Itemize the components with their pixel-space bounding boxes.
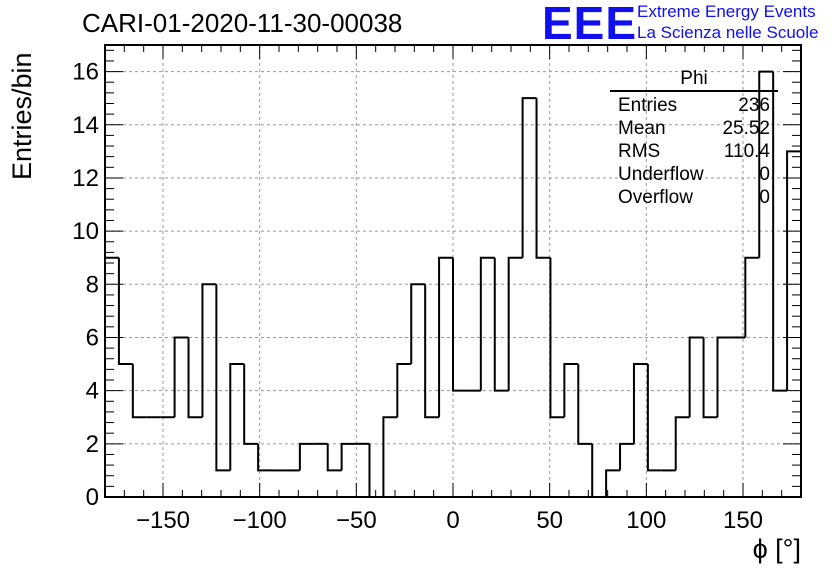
eee-logo: EEE — [542, 0, 638, 49]
stats-label: Overflow — [618, 187, 693, 208]
stats-label: Underflow — [618, 164, 704, 185]
stats-row-mean: Mean 25.52 — [610, 117, 778, 140]
histogram-bin — [452, 257, 467, 392]
histogram-bin — [688, 336, 704, 418]
y-tick-label: 2 — [86, 431, 99, 458]
stats-label: Entries — [618, 95, 678, 116]
x-tick-label: 150 — [723, 507, 763, 534]
histogram-bin — [493, 257, 509, 392]
histogram-bin — [396, 363, 412, 418]
y-tick-label: 10 — [72, 218, 99, 245]
x-tick-label: 100 — [626, 507, 666, 534]
stats-value: 25.52 — [722, 118, 770, 139]
stats-name: Phi — [610, 68, 778, 92]
stats-value: 0 — [759, 164, 770, 185]
histogram-bin — [340, 442, 356, 471]
tick-labels: −150 −100 −50 0 50 100 150 0 2 4 6 8 10 12 14 16 — [72, 59, 763, 534]
logo-caption-line1: Extreme Energy Events — [637, 2, 816, 21]
y-tick-label: 8 — [86, 271, 99, 298]
x-axis-label: ϕ [°] — [753, 534, 801, 564]
histogram-bin — [716, 336, 732, 418]
histogram-bin — [131, 364, 147, 419]
stats-row-rms: RMS 110.4 — [610, 140, 778, 163]
histogram-bin — [772, 71, 788, 392]
histogram-bin — [243, 364, 259, 445]
x-tick-label: −100 — [233, 507, 287, 534]
histogram-bin — [619, 442, 634, 471]
histogram-bin — [535, 98, 551, 259]
histogram-bin — [410, 283, 426, 365]
histogram-bin — [758, 70, 774, 258]
histogram-bin — [507, 256, 523, 391]
histogram-bin — [368, 443, 384, 498]
stats-row-underflow: Underflow 0 — [610, 163, 778, 186]
stats-label: RMS — [618, 141, 661, 162]
histogram-bin — [117, 257, 133, 366]
x-tick-label: 50 — [536, 507, 563, 534]
y-tick-label: 6 — [86, 324, 99, 351]
x-tick-label: −50 — [336, 507, 377, 534]
histogram-bin — [298, 442, 314, 471]
stats-box: Phi Entries 236 Mean 25.52 RMS 110.4 Und… — [610, 68, 778, 209]
histogram-bin — [187, 337, 203, 419]
x-tick-label: −150 — [136, 507, 190, 534]
histogram-bin — [577, 364, 593, 445]
y-tick-label: 16 — [72, 59, 99, 86]
histogram-bin — [646, 364, 662, 472]
stats-row-overflow: Overflow 0 — [610, 186, 778, 209]
histogram-bars — [104, 70, 802, 498]
histogram-bin — [702, 337, 718, 419]
axis-ticks — [105, 45, 801, 498]
histogram-bin — [382, 416, 398, 497]
logo-caption-line2: La Scienza nelle Scuole — [637, 23, 819, 42]
histogram-bin — [605, 469, 621, 497]
x-tick-label: 0 — [446, 507, 459, 534]
y-tick-label: 14 — [72, 112, 99, 139]
histogram-bin — [744, 256, 760, 338]
histogram-bin — [674, 416, 690, 471]
histogram-bin — [632, 363, 648, 444]
y-tick-label: 0 — [86, 484, 99, 511]
y-tick-label: 12 — [72, 165, 99, 192]
stats-value: 110.4 — [723, 141, 770, 162]
histogram-bin — [438, 256, 453, 418]
histogram-bin — [424, 284, 440, 419]
histogram-bin — [201, 283, 217, 418]
histogram-bin — [326, 443, 342, 472]
stats-value: 0 — [759, 187, 770, 208]
histogram-bin — [591, 443, 607, 498]
histogram-bin — [173, 336, 189, 418]
stats-value: 236 — [738, 95, 770, 116]
histogram-bin — [786, 150, 801, 391]
histogram-bin — [479, 256, 495, 391]
histogram-bin — [257, 443, 273, 472]
histogram-bin — [521, 97, 537, 258]
histogram-bin — [549, 257, 565, 419]
plot-title: CARI-01-2020-11-30-00038 — [82, 8, 403, 38]
y-tick-label: 4 — [86, 378, 99, 405]
stats-row-entries: Entries 236 — [610, 94, 778, 117]
histogram-bin — [104, 256, 119, 497]
stats-label: Mean — [618, 118, 666, 139]
histogram-bin — [215, 284, 231, 472]
histogram-bin — [229, 363, 245, 471]
histogram-bin — [563, 363, 579, 418]
y-axis-label: Entries/bin — [7, 52, 37, 180]
